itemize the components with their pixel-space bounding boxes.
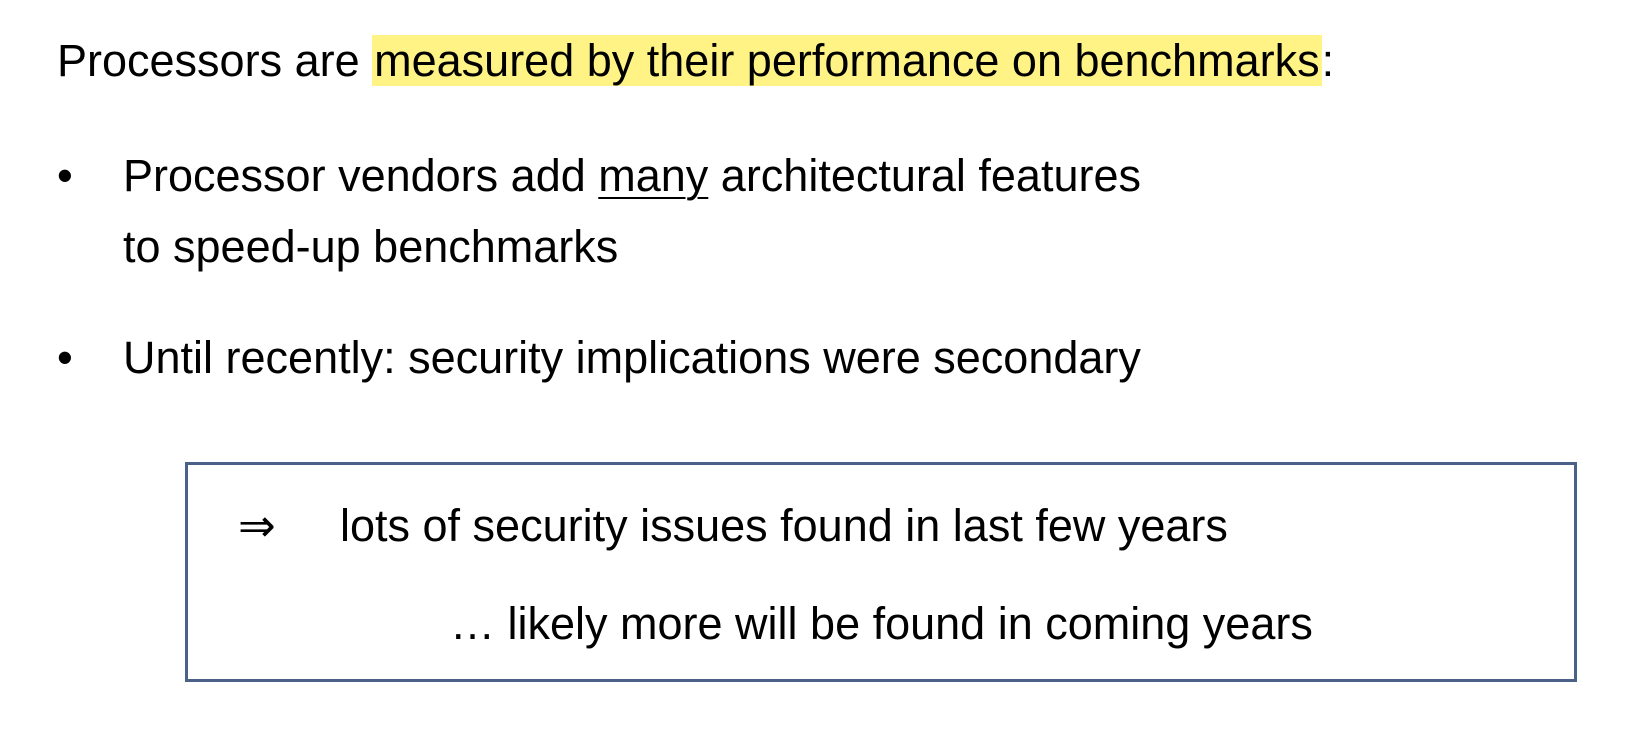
heading-suffix: : (1321, 35, 1335, 86)
bullet-text-2: Until recently: security implications we… (123, 332, 1141, 383)
bullet-1-line-1: Processor vendors add many architectural… (123, 140, 1141, 211)
callout-line-2: … likely more will be found in coming ye… (450, 598, 1313, 649)
heading-prefix: Processors are (57, 35, 373, 86)
bullet-1-line-2: to speed-up benchmarks (123, 221, 619, 272)
slide-heading: Processors are measured by their perform… (57, 32, 1334, 91)
bullet-1-text-after: architectural features (708, 150, 1142, 201)
bullet-text-1: Processor vendors add many architectural… (123, 140, 1141, 282)
heading-highlight: measured by their performance on benchma… (372, 35, 1322, 86)
bullet-1-text-before: Processor vendors add (123, 150, 599, 201)
callout-line-1-text: lots of security issues found in last fe… (340, 500, 1228, 551)
bullet-1-underlined-word: many (598, 150, 709, 201)
callout-line-1: ⇒ lots of security issues found in last f… (238, 497, 1228, 556)
implies-arrow-icon: ⇒ (238, 500, 276, 551)
bullet-dot-icon: • (57, 332, 73, 383)
conclusion-callout-box: ⇒ lots of security issues found in last f… (185, 462, 1577, 682)
bullet-dot-icon: • (57, 150, 73, 201)
